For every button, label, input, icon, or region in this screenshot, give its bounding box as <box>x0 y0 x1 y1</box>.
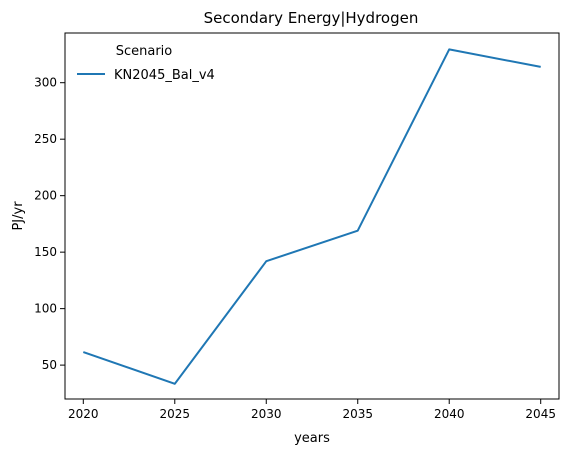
series-line <box>82 48 541 385</box>
series-layer <box>82 48 541 385</box>
x-axis-label: years <box>294 431 330 446</box>
legend-title: Scenario <box>116 44 173 59</box>
x-tick-label: 2035 <box>342 407 373 421</box>
legend: Scenario KN2045_Bal_v4 <box>77 44 215 83</box>
x-tick-label: 2025 <box>160 407 191 421</box>
legend-entry: KN2045_Bal_v4 <box>114 68 215 83</box>
y-tick-label: 150 <box>34 245 57 259</box>
plot-area <box>64 32 560 400</box>
y-tick-label: 250 <box>34 132 57 146</box>
chart-title: Secondary Energy|Hydrogen <box>204 9 419 27</box>
x-axis: 2020 2025 2030 2035 2040 2045 <box>68 399 556 421</box>
x-tick-label: 2020 <box>68 407 99 421</box>
y-axis: 50 100 150 200 250 300 <box>34 76 65 372</box>
x-tick-label: 2030 <box>251 407 282 421</box>
y-tick-label: 100 <box>34 302 57 316</box>
x-tick-label: 2045 <box>525 407 556 421</box>
y-axis-label: PJ/yr <box>11 201 26 231</box>
y-tick-label: 200 <box>34 189 57 203</box>
y-tick-label: 300 <box>34 76 57 90</box>
y-tick-label: 50 <box>42 358 57 372</box>
x-tick-label: 2040 <box>434 407 465 421</box>
